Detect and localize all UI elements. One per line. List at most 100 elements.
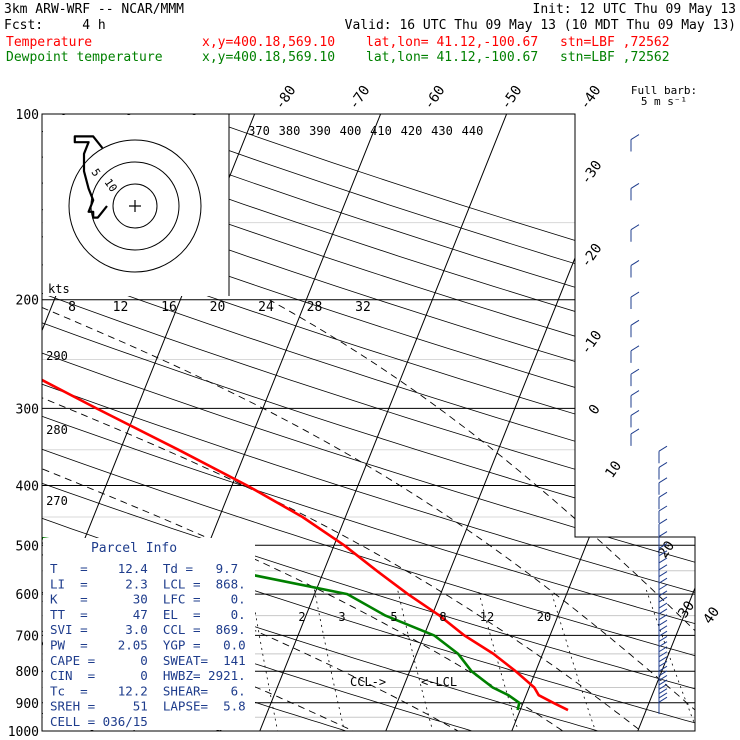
theta-label: 270 [46,494,68,508]
barb-legend-title: Full barb: [631,84,697,97]
dry-adiabat [42,114,695,731]
wind-barb [658,630,668,637]
parcel-info-row: SVI = 3.0 CCL = 869. [50,622,246,637]
isotherm-label: 20 [655,538,678,561]
theta-label: 410 [370,124,392,138]
hodograph-speed-tick: 24 [258,300,274,315]
wind-barb [658,661,668,667]
wind-barb [658,550,668,557]
wind-barb [658,665,668,672]
parcel-info-row: CAPE = 0 SWEAT= 141 [50,653,246,668]
theta-label: 440 [462,124,484,138]
wind-barb [630,224,640,231]
wind-barb [630,291,640,298]
temperature-latlon: lat,lon= 41.12,-100.67 [366,35,539,50]
moist-adiabat [268,299,695,731]
isotherm [506,114,695,731]
hodograph-speed-tick: 28 [307,300,323,315]
moist-adiabat [42,299,659,731]
pressure-label: 300 [16,402,39,417]
wind-barb [658,543,668,549]
pressure-label: 200 [16,294,39,309]
parcel-info-row: Tc = 12.2 SHEAR= 6. [50,683,246,698]
hodograph-speed-tick: 12 [113,300,129,315]
parcel-info-panel [43,538,255,730]
wind-barb [658,445,668,452]
wind-barb [658,641,668,648]
wind-barb [630,260,640,266]
wind-barb [630,368,640,375]
hodograph-speed-tick: 20 [210,300,226,315]
wind-barb [658,608,668,615]
dewpoint-latlon: lat,lon= 41.12,-100.67 [366,50,539,65]
isotherm-label: -10 [578,328,606,358]
parcel-info-row: T = 12.4 Td = 9.7 [50,561,238,576]
wind-barb [658,656,668,663]
init-time: Init: 12 UTC Thu 09 May 13 [532,2,737,17]
wind-barb [658,670,668,677]
pressure-label: 500 [16,539,39,554]
wind-barb [630,345,640,352]
parcel-info-row: K = 30 LFC = 0. [50,592,246,607]
wind-barb [658,614,668,621]
wind-barb [658,564,668,571]
isotherm-label: -80 [272,83,300,113]
forecast-hour: Fcst: 4 h [4,18,106,33]
theta-label: 420 [401,124,423,138]
dewpoint-legend-label: Dewpoint temperature [6,50,163,65]
moist-adiabat [42,299,695,731]
wind-barb [630,182,640,189]
isotherm-label: 10 [602,458,625,481]
dry-adiabat [42,114,695,731]
dry-adiabat [42,114,695,731]
wind-barb [658,571,668,578]
model-title: 3km ARW-WRF -- NCAR/MMM [4,2,185,17]
parcel-info-row: TT = 47 EL = 0. [50,607,246,622]
wind-barb [658,683,668,690]
mixing-ratio-label: 12 [480,610,494,624]
plot-frame [41,113,696,732]
wind-barb [658,696,668,703]
isotherm [632,114,695,731]
wind-barb [658,531,668,537]
wind-barb [658,596,668,603]
isotherm [0,86,14,740]
wind-barb [630,390,640,397]
wind-barb [658,679,668,686]
dry-adiabat [191,114,695,731]
mixing-ratio-label: 2 [298,610,305,624]
theta-label: 390 [309,124,331,138]
hodograph-speed-tick: 16 [161,300,177,315]
hodograph-trace [73,135,108,219]
hodograph-ring [68,139,202,273]
mixing-ratio-label: 8 [439,610,446,624]
wind-barb [658,584,668,591]
parcel-info-row: PW = 2.05 YGP = 0.0 [50,638,246,653]
parcel-info-title: Parcel Info [91,541,177,556]
theta-label: 280 [46,423,68,437]
isotherm-label: -30 [578,158,606,188]
mixing-ratio-line [314,589,348,731]
theta-label: 370 [248,124,270,138]
hodograph-speed-tick: 32 [355,300,371,315]
wind-barb [658,636,668,642]
mixing-ratio-line [477,589,523,731]
wind-barb [658,491,668,498]
mixing-ratio-line [250,589,281,731]
temperature-xy: x,y=400.18,569.10 [202,35,336,50]
wind-barb [658,619,668,626]
hodograph-ring-label: 10 [102,176,120,194]
pressure-label: 100 [16,108,39,123]
hodograph-ring [112,183,158,229]
dry-adiabat [42,114,695,731]
temperature-trace [42,114,569,712]
isotherm [380,114,645,731]
pressure-label: 800 [16,665,39,680]
wind-barb [658,577,668,584]
valid-time: Valid: 16 UTC Thu 09 May 13 (10 MDT Thu … [344,18,736,33]
wind-barb [658,477,668,484]
wind-barb [658,518,668,525]
dry-adiabat [42,114,695,731]
dewpoint-station: stn=LBF ,72562 [560,50,670,65]
